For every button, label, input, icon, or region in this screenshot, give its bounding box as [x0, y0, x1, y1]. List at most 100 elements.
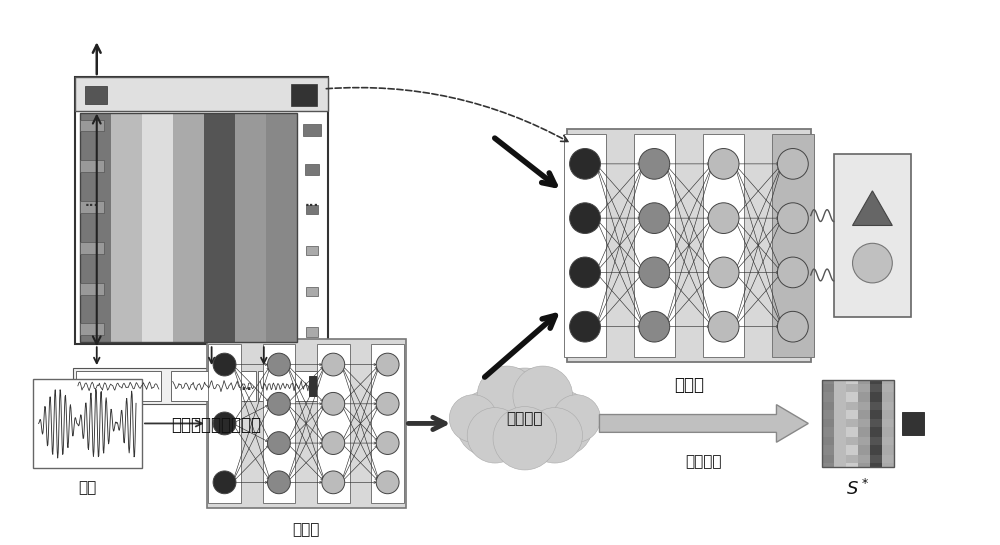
Bar	[208, 344, 241, 502]
Circle shape	[708, 203, 739, 233]
Bar	[33, 379, 142, 468]
Bar	[306, 246, 318, 255]
Bar	[822, 380, 894, 467]
Bar	[858, 402, 870, 410]
Bar	[870, 437, 882, 445]
Circle shape	[213, 353, 236, 376]
Text: 噪音: 噪音	[78, 480, 96, 495]
Circle shape	[456, 390, 524, 457]
Circle shape	[322, 471, 345, 494]
Bar	[834, 402, 846, 410]
Bar	[870, 380, 882, 467]
Text: ...: ...	[85, 196, 99, 209]
Bar	[882, 437, 894, 445]
Circle shape	[376, 432, 399, 455]
Circle shape	[777, 311, 808, 342]
Bar	[870, 420, 882, 427]
Bar	[303, 124, 321, 136]
Bar	[306, 287, 318, 296]
Bar	[306, 205, 318, 214]
Bar	[291, 84, 317, 106]
Circle shape	[708, 311, 739, 342]
Bar	[822, 455, 834, 463]
Polygon shape	[853, 191, 892, 226]
Bar	[882, 402, 894, 410]
Bar	[207, 340, 406, 507]
Circle shape	[570, 311, 600, 342]
Bar	[75, 77, 328, 344]
Bar	[858, 384, 870, 392]
Bar	[80, 283, 104, 295]
Circle shape	[467, 408, 523, 463]
Bar	[822, 380, 834, 467]
Bar	[870, 384, 882, 392]
Bar	[309, 376, 326, 396]
Bar	[204, 113, 235, 342]
Text: 生成器: 生成器	[292, 523, 320, 537]
Bar	[846, 437, 858, 445]
Bar	[834, 420, 846, 427]
Bar	[822, 420, 834, 427]
Bar	[846, 420, 858, 427]
Text: $S^*$: $S^*$	[846, 479, 870, 499]
Bar	[882, 420, 894, 427]
Circle shape	[479, 368, 571, 459]
Bar	[305, 164, 319, 174]
Bar	[306, 328, 318, 337]
Circle shape	[267, 432, 290, 455]
Bar	[258, 371, 320, 401]
Bar	[142, 113, 173, 342]
Bar	[80, 160, 104, 172]
Circle shape	[493, 407, 557, 470]
Bar	[564, 134, 606, 356]
Circle shape	[477, 366, 537, 426]
Bar	[80, 201, 104, 213]
Bar	[703, 134, 744, 356]
Bar	[634, 134, 675, 356]
Circle shape	[267, 471, 290, 494]
Bar	[772, 134, 814, 356]
Circle shape	[322, 392, 345, 415]
Circle shape	[777, 149, 808, 179]
Bar	[834, 384, 846, 392]
Bar	[846, 402, 858, 410]
Bar	[834, 455, 846, 463]
Bar	[858, 380, 870, 467]
Bar	[882, 380, 894, 467]
Bar	[235, 113, 266, 342]
Circle shape	[527, 408, 583, 463]
Circle shape	[213, 471, 236, 494]
Bar	[858, 420, 870, 427]
Bar	[567, 129, 811, 361]
Circle shape	[526, 390, 593, 457]
Bar	[846, 380, 858, 467]
Circle shape	[449, 395, 497, 442]
Circle shape	[213, 412, 236, 435]
Bar	[834, 154, 911, 317]
Circle shape	[853, 243, 892, 283]
Circle shape	[513, 366, 573, 426]
Bar	[870, 455, 882, 463]
Bar	[834, 380, 846, 467]
Circle shape	[639, 203, 670, 233]
Bar	[882, 455, 894, 463]
Bar	[171, 371, 256, 401]
Bar	[834, 437, 846, 445]
Circle shape	[570, 257, 600, 288]
Text: ...: ...	[304, 196, 319, 209]
Bar	[822, 402, 834, 410]
Bar	[80, 324, 104, 335]
Bar	[858, 437, 870, 445]
Circle shape	[708, 257, 739, 288]
Polygon shape	[599, 404, 808, 442]
Circle shape	[267, 392, 290, 415]
Bar	[371, 344, 404, 502]
Circle shape	[376, 392, 399, 415]
Bar	[173, 113, 204, 342]
Bar	[111, 113, 142, 342]
Bar	[882, 384, 894, 392]
Circle shape	[639, 257, 670, 288]
Bar	[263, 344, 295, 502]
Bar	[317, 344, 350, 502]
Text: 序列化后的真实数据: 序列化后的真实数据	[172, 415, 262, 433]
